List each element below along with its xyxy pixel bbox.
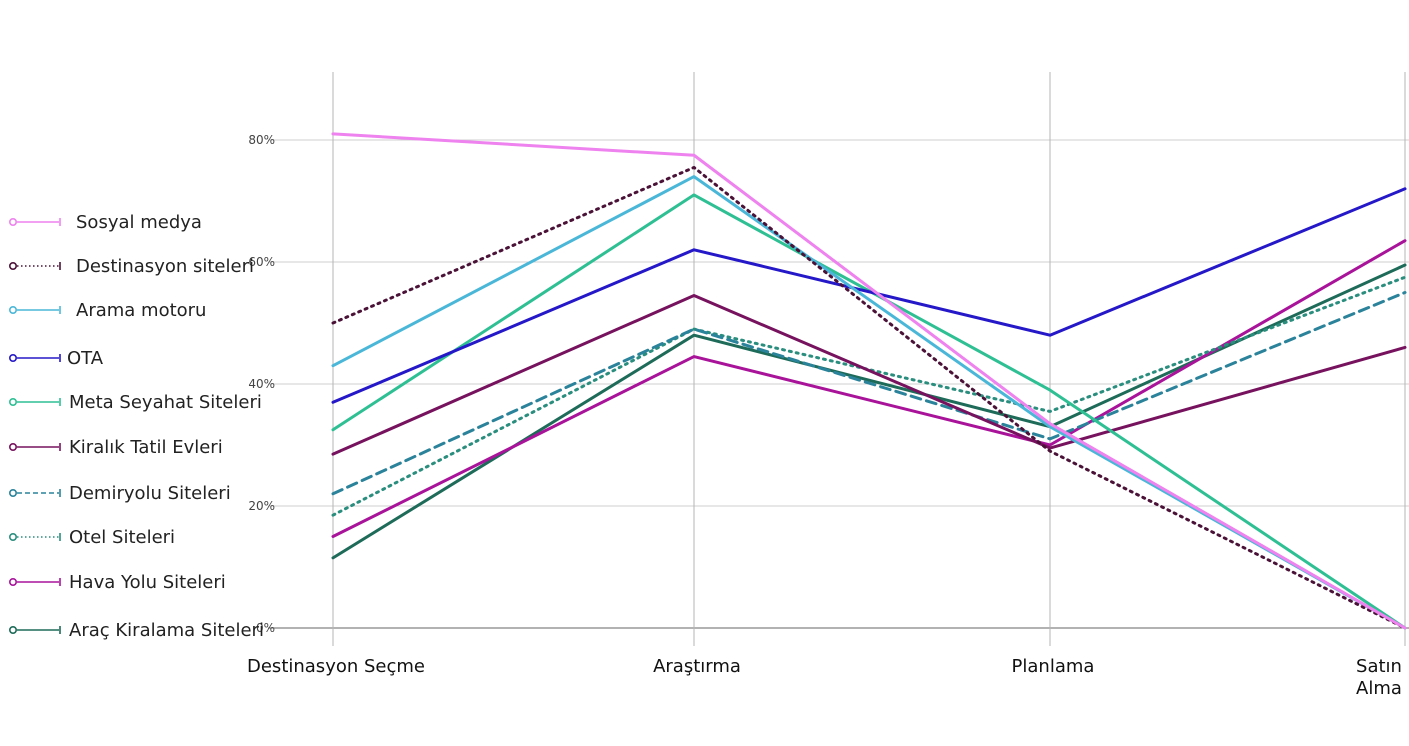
legend-label: OTA [67, 348, 104, 369]
axis-layer: 80% 60% 40% 20% 0% Destinasyon Seçme Araştırma… [247, 133, 1402, 699]
legend-marker [9, 442, 18, 451]
series-line [331, 187, 1407, 404]
legend-label: Arama motoru [76, 300, 206, 321]
legend-marker [9, 577, 18, 586]
series-line [331, 294, 1407, 456]
grid-layer [268, 72, 1409, 646]
legend-item: Arama motoru [9, 300, 206, 321]
series-line [331, 132, 1407, 630]
legend-marker [9, 261, 18, 270]
y-tick-label: 0% [256, 621, 275, 635]
legend-marker [9, 353, 18, 362]
legend-item: Destinasyon siteleri [9, 256, 254, 277]
legend-marker [9, 532, 18, 541]
legend-item: Kiralık Tatil Evleri [9, 437, 223, 458]
x-tick-label: Destinasyon Seçme [247, 656, 425, 677]
series-layer [331, 132, 1407, 630]
legend-item: Sosyal medya [9, 212, 202, 233]
legend-item: OTA [9, 348, 104, 369]
legend-label: Destinasyon siteleri [76, 256, 254, 277]
legend-item: Hava Yolu Siteleri [9, 572, 226, 593]
y-tick-label: 20% [248, 499, 275, 513]
legend-label: Meta Seyahat Siteleri [69, 392, 262, 413]
legend-marker [9, 488, 18, 497]
legend-item: Otel Siteleri [9, 527, 175, 548]
legend: Sosyal medya Destinasyon siteleri Arama mo… [9, 212, 264, 641]
x-tick-label: Alma [1356, 678, 1402, 699]
y-tick-label: 80% [248, 133, 275, 147]
legend-marker [9, 625, 18, 634]
y-tick-label: 40% [248, 377, 275, 391]
legend-item: Meta Seyahat Siteleri [9, 392, 262, 413]
legend-label: Araç Kiralama Siteleri [69, 620, 264, 641]
legend-label: Otel Siteleri [69, 527, 175, 548]
legend-label: Kiralık Tatil Evleri [69, 437, 223, 458]
y-tick-label: 60% [248, 255, 275, 269]
series-line [331, 193, 1407, 630]
series-line [331, 165, 1407, 630]
x-tick-label: Araştırma [653, 656, 741, 677]
x-tick-label: Planlama [1012, 656, 1095, 677]
series-line [331, 239, 1407, 538]
legend-marker [9, 218, 18, 227]
legend-marker [9, 397, 18, 406]
series-line [331, 175, 1407, 630]
series-line [331, 291, 1407, 496]
legend-label: Demiryolu Siteleri [69, 483, 231, 504]
legend-label: Hava Yolu Siteleri [69, 572, 226, 593]
legend-item: Demiryolu Siteleri [9, 483, 231, 504]
series-line [331, 275, 1407, 517]
legend-item: Araç Kiralama Siteleri [9, 620, 264, 641]
legend-label: Sosyal medya [76, 212, 202, 233]
x-tick-label: Satın [1356, 656, 1402, 677]
series-line [331, 263, 1407, 560]
legend-marker [9, 305, 18, 314]
